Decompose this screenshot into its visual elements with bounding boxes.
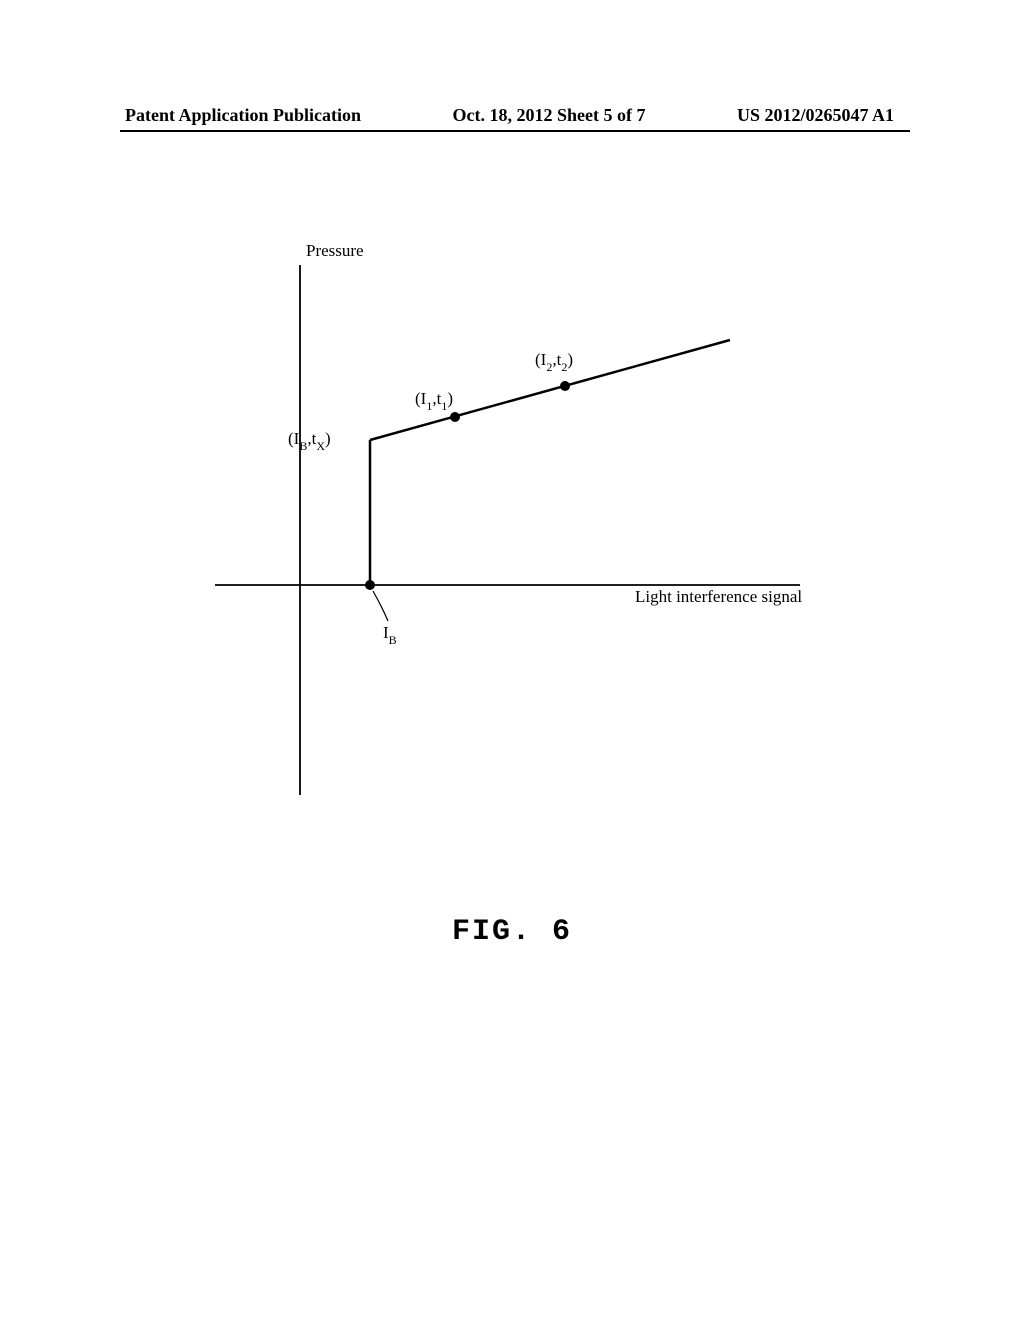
x-axis-label: Light interference signal xyxy=(635,587,802,607)
figure-caption: FIG. 6 xyxy=(0,915,1024,949)
figure-svg xyxy=(140,225,880,825)
ib-leader xyxy=(373,591,388,621)
header-right: US 2012/0265047 A1 xyxy=(737,105,894,126)
header-center: Oct. 18, 2012 Sheet 5 of 7 xyxy=(453,105,646,126)
ib-dot xyxy=(365,580,375,590)
point-ib-tx-label: (IB,tX) xyxy=(288,429,331,452)
ib-label: IB xyxy=(383,623,397,646)
header-left: Patent Application Publication xyxy=(125,105,361,126)
point2-dot xyxy=(560,381,570,391)
y-axis-label: Pressure xyxy=(306,241,364,261)
header-rule xyxy=(120,130,910,132)
page-header: Patent Application Publication Oct. 18, … xyxy=(0,105,1024,126)
point-i2-t2-label: (I2,t2) xyxy=(535,350,573,373)
point1-dot xyxy=(450,412,460,422)
figure-container: Pressure Light interference signal (IB,t… xyxy=(140,225,880,825)
point-i1-t1-label: (I1,t1) xyxy=(415,389,453,412)
